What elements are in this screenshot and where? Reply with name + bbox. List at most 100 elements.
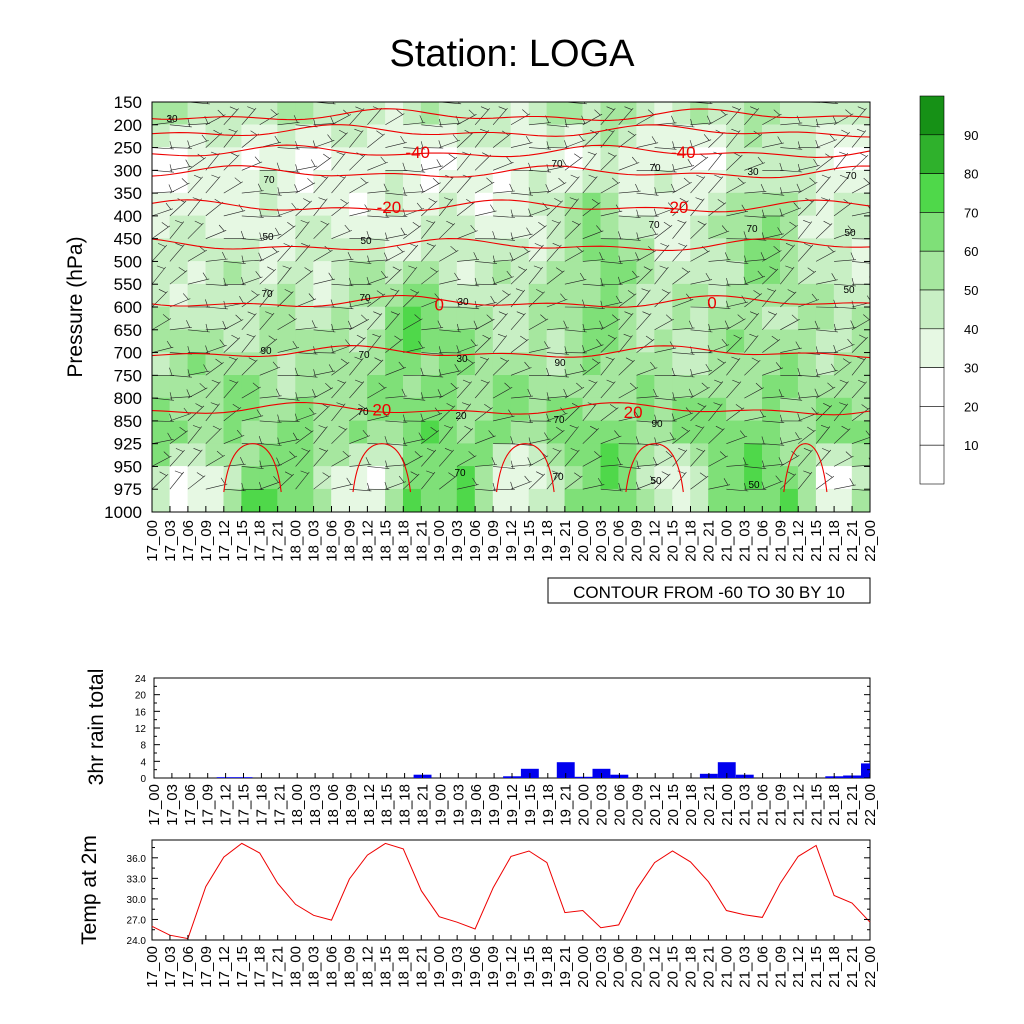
rh-cell	[295, 261, 314, 285]
wind-barb-feather	[312, 389, 316, 397]
wind-barb	[851, 464, 870, 467]
rh-cell	[546, 420, 566, 444]
pressure-tick-label: 300	[114, 161, 142, 180]
wind-barb-feather	[723, 478, 729, 486]
wind-barb	[708, 153, 723, 171]
wind-barb-feather	[362, 430, 369, 437]
rh-cell	[672, 147, 691, 171]
rh-cell	[456, 466, 476, 490]
wind-barb	[385, 313, 401, 330]
wind-barb-feather	[714, 174, 722, 179]
rh-cell	[510, 466, 530, 490]
wind-barb	[456, 361, 475, 376]
wind-barb	[474, 318, 495, 331]
legend-swatch	[919, 444, 945, 485]
rh-cell	[420, 261, 440, 285]
wind-barb	[708, 455, 728, 467]
wind-barb-feather	[579, 272, 585, 280]
wind-barb-feather	[320, 220, 328, 225]
rain-tick-label: 12	[135, 724, 147, 735]
wind-barb	[385, 192, 408, 196]
wind-barb-feather	[811, 407, 818, 414]
temp-time-tick-label: 18_15	[377, 946, 394, 988]
rh-cell	[510, 420, 530, 444]
pressure-tick-label: 250	[114, 139, 142, 158]
temperature-contour-label: 20	[372, 401, 391, 420]
wind-barb	[510, 313, 526, 330]
rh-cell	[582, 238, 602, 262]
pressure-tick-label: 1000	[104, 503, 142, 522]
wind-barb	[475, 102, 476, 103]
wind-barb-feather	[661, 471, 670, 476]
wind-barb	[528, 170, 551, 173]
wind-barb-feather	[760, 183, 765, 192]
wind-barb-feather	[544, 432, 549, 440]
wind-barb	[833, 230, 855, 239]
rh-cell	[474, 443, 494, 467]
wind-barb	[367, 313, 383, 330]
rh-cell	[582, 192, 602, 217]
wind-barb-feather	[865, 430, 870, 437]
rh-cell	[546, 443, 566, 467]
wind-barb	[815, 223, 833, 239]
wind-barb	[331, 306, 354, 310]
wind-barb	[385, 338, 403, 353]
rh-cell	[654, 329, 673, 353]
wind-barb	[618, 259, 641, 262]
wind-barb-feather	[533, 265, 542, 269]
wind-barb-feather	[430, 267, 438, 273]
rain-time-tick-label: 19_18	[540, 784, 557, 826]
rh-cell	[313, 261, 332, 285]
rh-cell	[223, 375, 243, 399]
rh-cell	[744, 102, 763, 126]
wind-barb-feather	[761, 436, 765, 445]
wind-barb-feather	[817, 102, 819, 103]
rh-cell	[349, 466, 368, 490]
wind-barb-feather	[509, 183, 514, 192]
rh-cell	[744, 375, 763, 399]
wind-barb	[546, 327, 569, 331]
wind-barb-feather	[690, 369, 693, 377]
rh-cell	[385, 215, 404, 239]
rh-cell	[331, 329, 350, 353]
temp-time-tick-label: 21_00	[718, 946, 735, 988]
wind-barb-feather	[222, 91, 226, 98]
wind-barb-feather	[731, 128, 740, 133]
wind-barb-feather	[696, 448, 704, 452]
wind-barb	[528, 147, 551, 150]
wind-barb-feather	[304, 426, 312, 433]
rh-cell	[744, 466, 763, 490]
rh-cell	[744, 215, 763, 239]
wind-barb-feather	[845, 451, 852, 458]
wind-barb	[510, 464, 533, 467]
wind-barb	[205, 455, 225, 467]
rh-cell	[277, 147, 296, 171]
wind-barb	[223, 407, 242, 422]
wind-barb-feather	[400, 227, 406, 235]
wind-barb	[169, 430, 188, 444]
rh-cell	[636, 443, 655, 467]
rh-cell	[277, 170, 296, 194]
wind-barb	[295, 165, 318, 171]
wind-barb-feather	[403, 437, 406, 446]
wind-barb	[851, 336, 868, 353]
rain-time-tick-label: 17_18	[253, 784, 270, 826]
rh-cell	[277, 443, 296, 467]
rh-temperature-panel: -40 -40-20 -200 020 203070503090905070507030…	[104, 84, 879, 562]
wind-barb	[187, 249, 207, 262]
wind-barb-feather	[498, 84, 506, 87]
rh-cell	[456, 306, 476, 331]
temp-tick-label: 27.0	[127, 915, 147, 926]
rh-cell	[654, 124, 673, 148]
wind-barb	[331, 344, 353, 353]
rh-cell	[313, 466, 332, 490]
wind-barb	[295, 270, 314, 285]
wind-barb	[834, 327, 857, 331]
rh-cell	[762, 192, 781, 217]
wind-barb	[169, 221, 185, 239]
rh-cell	[762, 170, 781, 194]
wind-barb	[636, 250, 656, 262]
wind-barb	[690, 176, 706, 194]
time-tick-label: 20_21	[701, 520, 718, 562]
wind-barb-feather	[724, 320, 729, 329]
